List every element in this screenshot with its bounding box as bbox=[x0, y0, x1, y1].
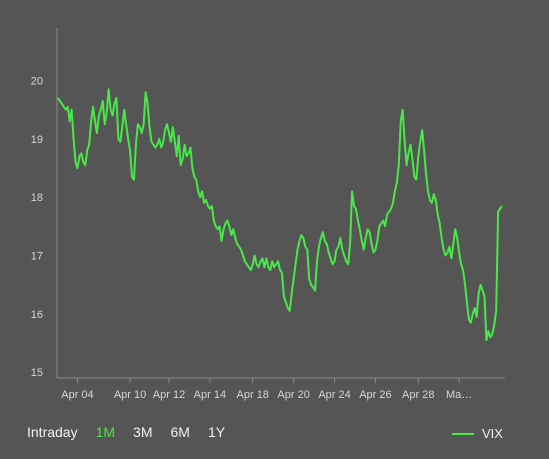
x-tick-label: Apr 18 bbox=[237, 389, 269, 401]
range-button-6m[interactable]: 6M bbox=[170, 424, 190, 440]
range-selector: Intraday 1M 3M 6M 1Y bbox=[27, 424, 243, 440]
x-tick-label: Apr 20 bbox=[277, 389, 309, 401]
chart-legend[interactable]: VIX bbox=[452, 426, 503, 441]
x-tick-label: Apr 04 bbox=[61, 389, 93, 401]
y-tick-label: 15 bbox=[31, 367, 43, 379]
y-tick-label: 20 bbox=[31, 76, 43, 88]
y-tick-label: 16 bbox=[31, 309, 43, 321]
x-tick-label: Apr 24 bbox=[318, 389, 350, 401]
series-line-vix bbox=[57, 88, 503, 342]
range-button-1y[interactable]: 1Y bbox=[207, 424, 226, 440]
x-tick-label: Apr 12 bbox=[153, 389, 185, 401]
y-tick-label: 18 bbox=[31, 192, 43, 204]
legend-swatch-vix bbox=[452, 432, 474, 435]
y-tick-label: 19 bbox=[31, 134, 43, 146]
x-tick-labels: Apr 04 Apr 10 Apr 12 Apr 14 Apr 18 Apr 20 Apr … bbox=[61, 378, 472, 401]
y-tick-label: 17 bbox=[31, 251, 43, 263]
range-button-intraday[interactable]: Intraday bbox=[27, 424, 78, 440]
x-tick-label: Apr 28 bbox=[402, 389, 434, 401]
y-tick-labels: 15 16 17 18 19 20 bbox=[31, 76, 43, 380]
range-button-1m[interactable]: 1M bbox=[95, 424, 116, 440]
x-tick-label: Apr 26 bbox=[359, 389, 391, 401]
legend-label-vix: VIX bbox=[482, 426, 503, 441]
x-tick-label: Ma… bbox=[446, 389, 472, 401]
x-tick-label: Apr 14 bbox=[194, 389, 226, 401]
x-tick-label: Apr 10 bbox=[114, 389, 146, 401]
range-button-3m[interactable]: 3M bbox=[133, 424, 153, 440]
